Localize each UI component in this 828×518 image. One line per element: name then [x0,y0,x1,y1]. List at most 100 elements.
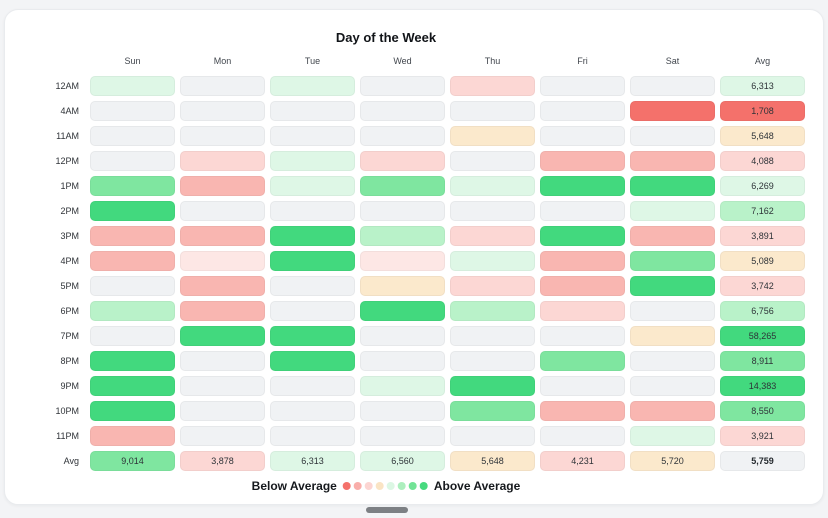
heatmap-cell-avg[interactable]: 9,014 [90,451,175,471]
heatmap-cell[interactable] [450,426,535,446]
heatmap-cell[interactable] [540,151,625,171]
heatmap-cell[interactable] [630,351,715,371]
heatmap-cell[interactable] [630,126,715,146]
heatmap-cell[interactable] [360,401,445,421]
heatmap-cell[interactable] [90,276,175,296]
heatmap-cell[interactable] [540,351,625,371]
heatmap-cell[interactable] [450,326,535,346]
heatmap-cell[interactable] [360,351,445,371]
heatmap-cell[interactable] [180,376,265,396]
heatmap-cell-avg[interactable]: 6,269 [720,176,805,196]
heatmap-cell-avg-total[interactable]: 5,759 [720,451,805,471]
heatmap-cell[interactable] [180,351,265,371]
heatmap-cell[interactable] [540,251,625,271]
heatmap-cell[interactable] [540,226,625,246]
heatmap-cell[interactable] [450,301,535,321]
heatmap-cell[interactable] [180,276,265,296]
heatmap-cell[interactable] [180,426,265,446]
heatmap-cell[interactable] [540,326,625,346]
heatmap-cell[interactable] [540,276,625,296]
heatmap-cell[interactable] [360,251,445,271]
heatmap-cell[interactable] [630,101,715,121]
heatmap-cell[interactable] [450,251,535,271]
heatmap-cell[interactable] [270,351,355,371]
heatmap-cell[interactable] [270,176,355,196]
heatmap-cell[interactable] [180,401,265,421]
heatmap-cell[interactable] [450,401,535,421]
heatmap-cell[interactable] [90,251,175,271]
heatmap-cell-avg[interactable]: 4,088 [720,151,805,171]
heatmap-cell[interactable] [180,101,265,121]
heatmap-cell-avg[interactable]: 58,265 [720,326,805,346]
heatmap-cell[interactable] [180,251,265,271]
heatmap-cell[interactable] [270,76,355,96]
heatmap-cell[interactable] [90,376,175,396]
heatmap-cell[interactable] [630,401,715,421]
heatmap-cell-avg[interactable]: 3,878 [180,451,265,471]
heatmap-cell[interactable] [540,401,625,421]
heatmap-cell[interactable] [180,76,265,96]
heatmap-cell[interactable] [630,76,715,96]
heatmap-cell-avg[interactable]: 3,891 [720,226,805,246]
heatmap-cell[interactable] [90,126,175,146]
heatmap-cell[interactable] [360,301,445,321]
heatmap-cell[interactable] [90,76,175,96]
heatmap-cell-avg[interactable]: 5,720 [630,451,715,471]
heatmap-cell[interactable] [630,251,715,271]
heatmap-cell-avg[interactable]: 1,708 [720,101,805,121]
heatmap-cell[interactable] [630,151,715,171]
heatmap-cell[interactable] [360,276,445,296]
heatmap-cell[interactable] [270,326,355,346]
heatmap-cell[interactable] [90,351,175,371]
heatmap-cell-avg[interactable]: 6,313 [720,76,805,96]
heatmap-cell[interactable] [360,326,445,346]
heatmap-cell[interactable] [90,151,175,171]
heatmap-cell[interactable] [180,301,265,321]
heatmap-cell[interactable] [90,426,175,446]
heatmap-cell[interactable] [360,176,445,196]
heatmap-cell[interactable] [360,151,445,171]
heatmap-cell[interactable] [270,126,355,146]
heatmap-cell[interactable] [90,226,175,246]
heatmap-cell[interactable] [540,176,625,196]
heatmap-cell[interactable] [360,101,445,121]
heatmap-cell[interactable] [450,76,535,96]
heatmap-cell[interactable] [540,376,625,396]
heatmap-cell-avg[interactable]: 6,560 [360,451,445,471]
heatmap-cell[interactable] [540,126,625,146]
heatmap-cell[interactable] [450,176,535,196]
heatmap-cell-avg[interactable]: 6,756 [720,301,805,321]
heatmap-cell[interactable] [180,201,265,221]
heatmap-cell[interactable] [450,376,535,396]
heatmap-cell[interactable] [360,226,445,246]
heatmap-cell[interactable] [540,76,625,96]
heatmap-cell[interactable] [90,401,175,421]
heatmap-cell[interactable] [360,426,445,446]
heatmap-cell-avg[interactable]: 8,550 [720,401,805,421]
heatmap-cell[interactable] [540,201,625,221]
heatmap-cell-avg[interactable]: 6,313 [270,451,355,471]
heatmap-cell[interactable] [90,301,175,321]
heatmap-cell[interactable] [630,176,715,196]
heatmap-cell[interactable] [270,426,355,446]
heatmap-cell[interactable] [270,251,355,271]
heatmap-cell[interactable] [360,201,445,221]
heatmap-cell-avg[interactable]: 5,089 [720,251,805,271]
heatmap-cell[interactable] [450,351,535,371]
heatmap-cell[interactable] [90,326,175,346]
heatmap-cell[interactable] [180,126,265,146]
heatmap-cell-avg[interactable]: 4,231 [540,451,625,471]
heatmap-cell[interactable] [450,276,535,296]
heatmap-cell-avg[interactable]: 8,911 [720,351,805,371]
heatmap-cell[interactable] [270,201,355,221]
heatmap-cell[interactable] [270,276,355,296]
heatmap-cell[interactable] [630,426,715,446]
heatmap-cell[interactable] [270,376,355,396]
heatmap-cell[interactable] [630,301,715,321]
heatmap-cell[interactable] [540,101,625,121]
heatmap-cell-avg[interactable]: 5,648 [720,126,805,146]
heatmap-cell-avg[interactable]: 14,383 [720,376,805,396]
heatmap-cell[interactable] [540,301,625,321]
heatmap-cell-avg[interactable]: 5,648 [450,451,535,471]
heatmap-cell[interactable] [360,126,445,146]
